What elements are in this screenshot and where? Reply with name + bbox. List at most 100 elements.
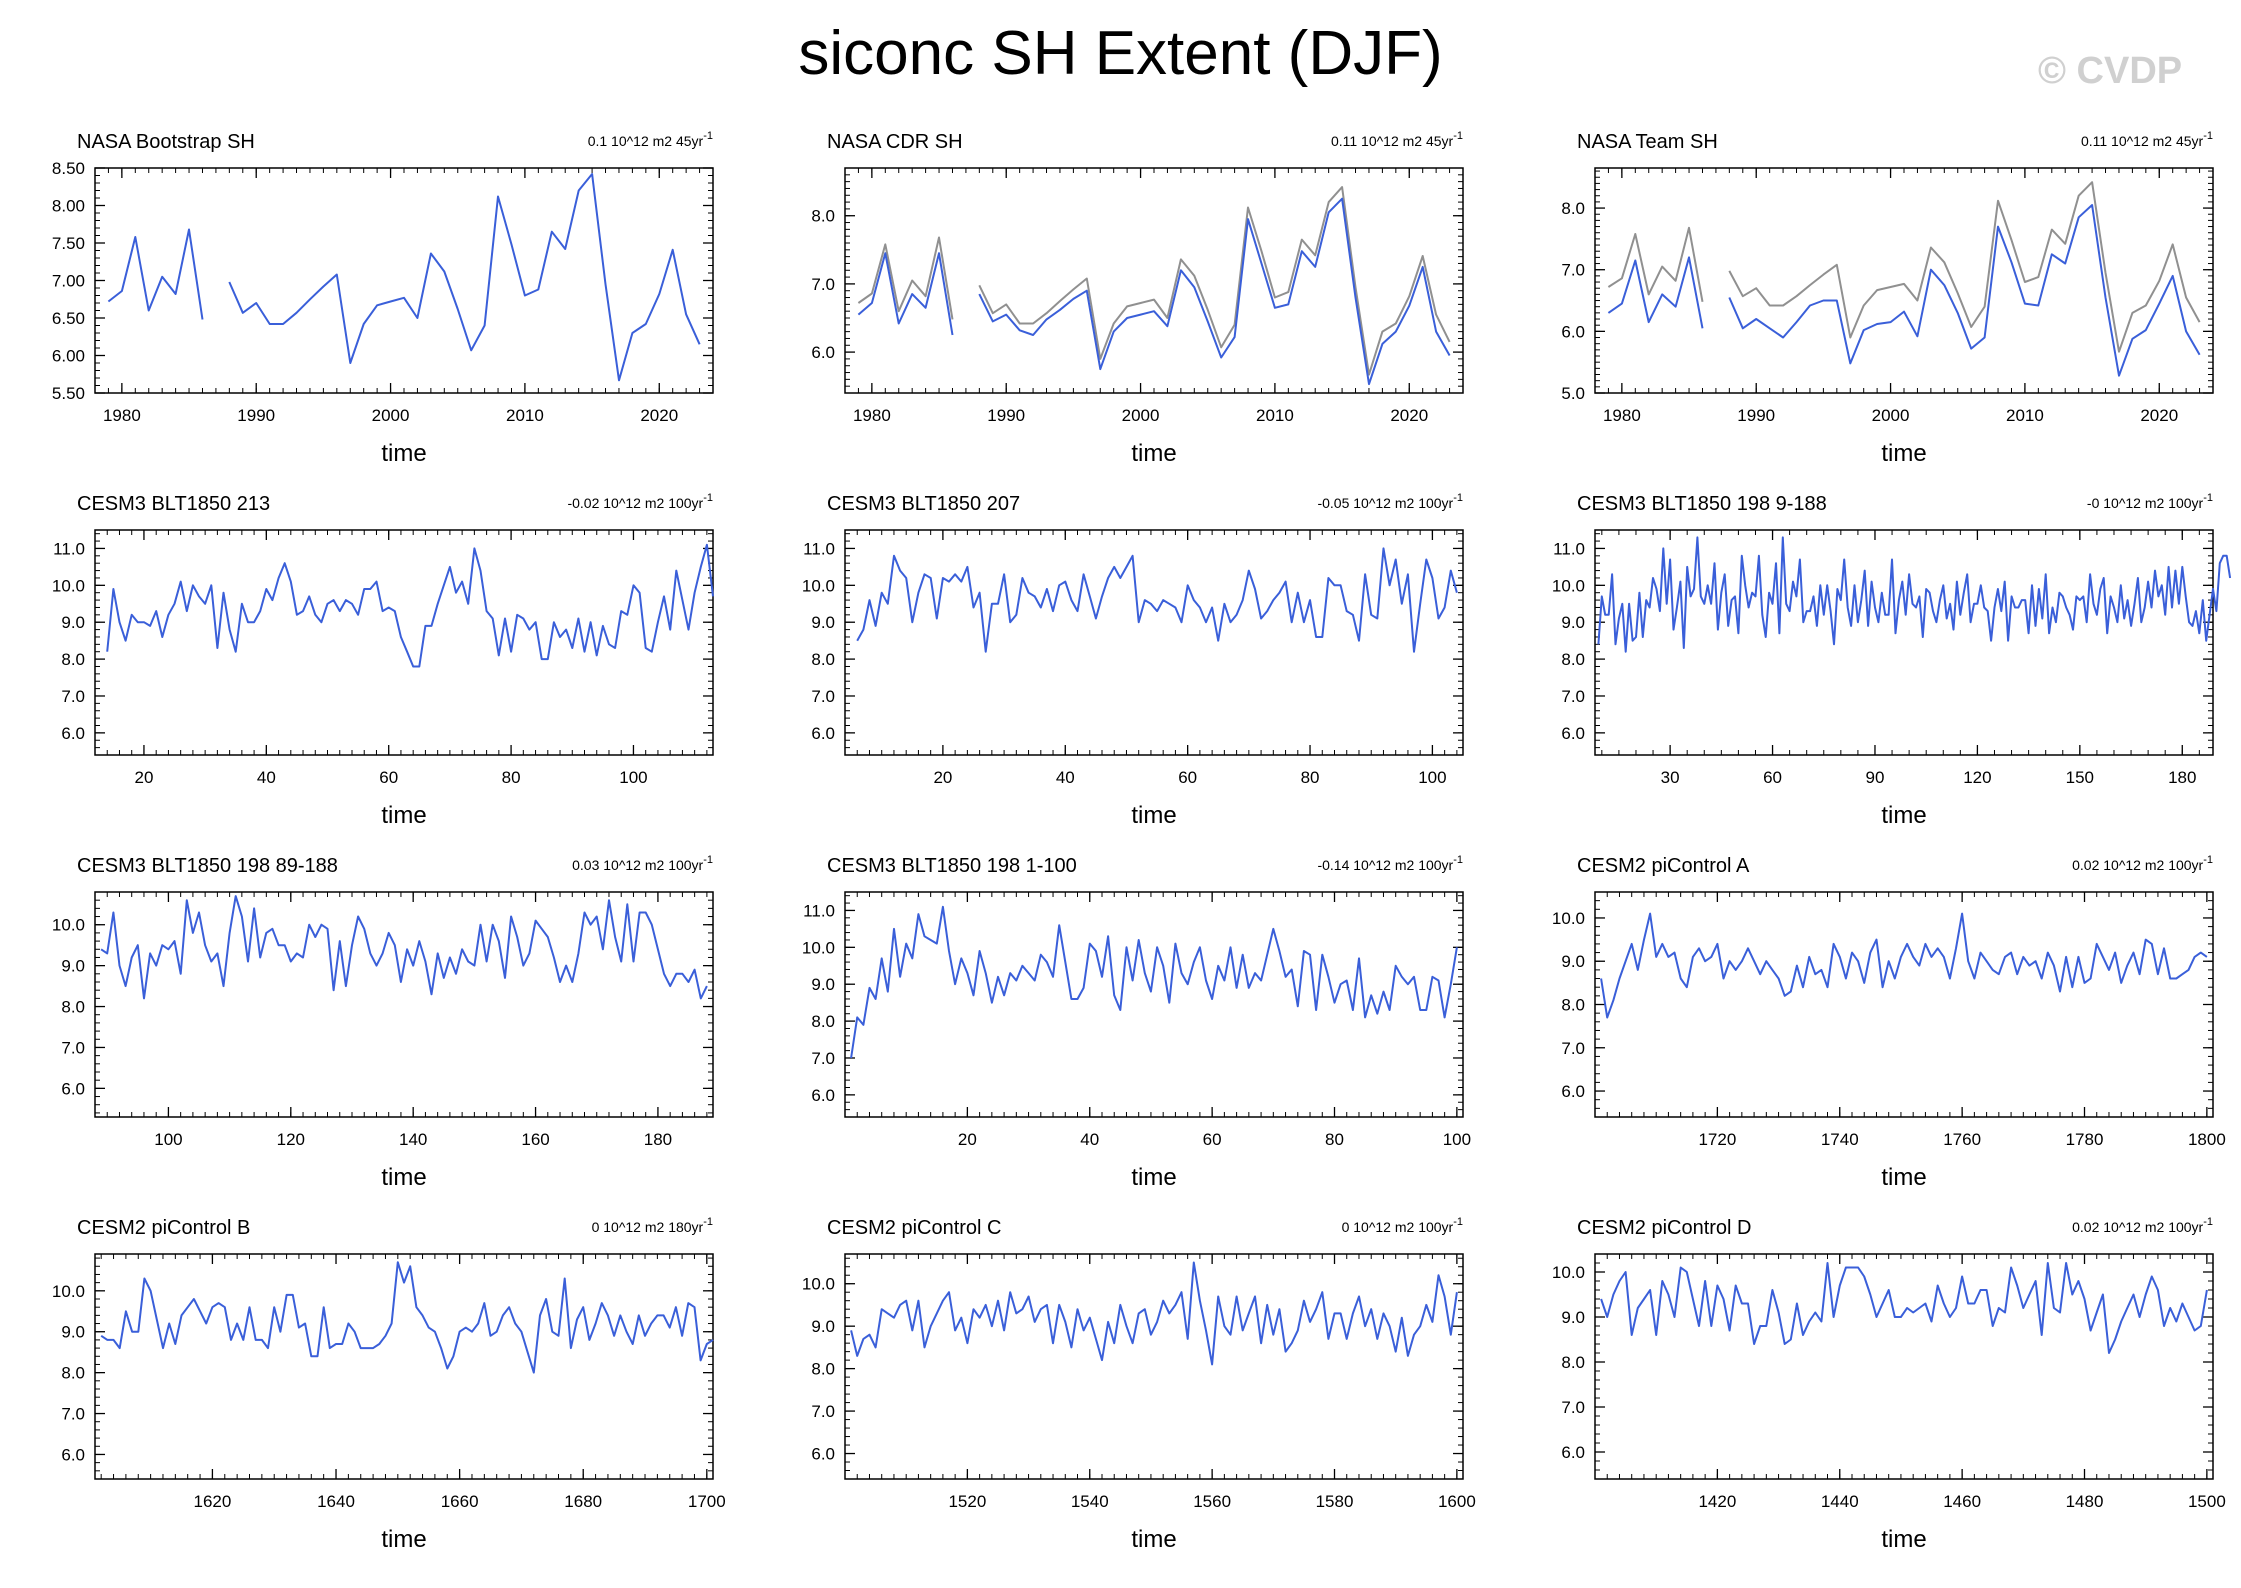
trend-exponent: -1 <box>2203 1216 2213 1228</box>
y-tick-label: 7.0 <box>1561 261 1585 280</box>
x-tick-label: 20 <box>134 768 153 787</box>
y-tick-label: 6.0 <box>61 1445 85 1464</box>
chart-panel-7: CESM3 BLT1850 198 89-188 0.03 10^12 m2 10… <box>52 854 714 1191</box>
trend-exponent: -1 <box>1453 1216 1463 1228</box>
y-tick-label: 7.0 <box>811 1402 835 1421</box>
series-line <box>1607 256 1704 329</box>
cvdp-watermark: © CVDP <box>2038 50 2183 92</box>
trend-label: 0.02 10^12 m2 100yr-1 <box>2072 854 2213 873</box>
x-tick-label: 40 <box>1056 768 1075 787</box>
x-tick-label: 2020 <box>1390 406 1428 425</box>
x-axis-label: time <box>1881 440 1926 467</box>
y-tick-label: 11.0 <box>803 901 835 920</box>
x-tick-label: 1760 <box>1943 1130 1981 1149</box>
x-tick-label: 100 <box>1443 1130 1471 1149</box>
y-tick-label: 11.0 <box>53 539 85 558</box>
trend-label: 0.11 10^12 m2 45yr-1 <box>1331 130 1463 149</box>
x-axis-label: time <box>1131 1526 1176 1553</box>
x-tick-label: 1990 <box>987 406 1025 425</box>
series-line <box>857 252 954 336</box>
y-tick-label: 10.0 <box>802 1275 835 1294</box>
reference-series-line <box>1728 181 2201 353</box>
plot-frame <box>94 167 714 394</box>
panel-title: NASA CDR SH <box>827 131 963 153</box>
trend-label: -0.14 10^12 m2 100yr-1 <box>1317 854 1463 873</box>
y-tick-label: 8.0 <box>811 650 835 669</box>
panel-title: CESM3 BLT1850 213 <box>77 493 270 515</box>
y-tick-label: 6.0 <box>1561 1082 1585 1101</box>
y-tick-label: 9.0 <box>811 613 835 632</box>
trend-label: 0.03 10^12 m2 100yr-1 <box>572 854 713 873</box>
y-tick-label: 9.0 <box>61 957 85 976</box>
x-tick-label: 120 <box>1963 768 1991 787</box>
trend-label: 0 10^12 m2 180yr-1 <box>592 1216 713 1235</box>
plot-frame <box>94 1253 714 1480</box>
trend-exponent: -1 <box>2203 492 2213 504</box>
x-tick-label: 1660 <box>441 1492 479 1511</box>
series-line <box>100 895 708 1000</box>
y-tick-label: 10.0 <box>52 916 85 935</box>
x-tick-label: 90 <box>1866 768 1885 787</box>
y-tick-label: 5.0 <box>1561 384 1585 403</box>
y-tick-label: 9.0 <box>1561 1308 1585 1327</box>
y-tick-label: 8.0 <box>811 1012 835 1031</box>
y-tick-label: 7.50 <box>52 234 85 253</box>
chart-panel-6: CESM3 BLT1850 198 9-188 -0 10^12 m2 100yr… <box>1552 492 2232 829</box>
x-tick-label: 1990 <box>237 406 275 425</box>
x-tick-label: 1980 <box>103 406 141 425</box>
x-tick-label: 1520 <box>948 1492 986 1511</box>
x-tick-label: 60 <box>379 768 398 787</box>
series-line <box>1600 1262 2208 1354</box>
series-line <box>107 228 204 320</box>
trend-exponent: -1 <box>703 854 713 866</box>
y-tick-label: 8.0 <box>1561 996 1585 1015</box>
y-tick-label: 8.00 <box>52 197 85 216</box>
x-tick-label: 2000 <box>372 406 410 425</box>
chart-panel-12: CESM2 piControl D 0.02 10^12 m2 100yr-1 14… <box>1552 1216 2226 1553</box>
x-axis-label: time <box>381 802 426 829</box>
y-tick-label: 9.0 <box>61 613 85 632</box>
plot-frame <box>844 167 1464 394</box>
panel-title: CESM2 piControl D <box>1577 1217 1752 1239</box>
series-line <box>100 1261 714 1374</box>
trend-exponent: -1 <box>1453 492 1463 504</box>
trend-exponent: -1 <box>1453 130 1463 142</box>
x-tick-label: 60 <box>1763 768 1782 787</box>
y-tick-label: 10.0 <box>52 576 85 595</box>
y-tick-label: 9.0 <box>1561 952 1585 971</box>
x-axis-label: time <box>381 1526 426 1553</box>
panel-title: CESM2 piControl B <box>77 1217 250 1239</box>
trend-label: -0.02 10^12 m2 100yr-1 <box>567 492 713 511</box>
trend-exponent: -1 <box>2203 130 2213 142</box>
x-tick-label: 2020 <box>2140 406 2178 425</box>
x-tick-label: 1580 <box>1316 1492 1354 1511</box>
x-tick-label: 60 <box>1203 1130 1222 1149</box>
series-line <box>856 547 1458 653</box>
y-tick-label: 7.0 <box>61 1038 85 1057</box>
x-tick-label: 40 <box>1080 1130 1099 1149</box>
x-tick-label: 100 <box>154 1130 182 1149</box>
chart-panel-5: CESM3 BLT1850 207 -0.05 10^12 m2 100yr-1 2… <box>802 492 1464 829</box>
trend-exponent: -1 <box>703 492 713 504</box>
x-tick-label: 1700 <box>688 1492 726 1511</box>
trend-label: -0.05 10^12 m2 100yr-1 <box>1317 492 1463 511</box>
plot-frame <box>1594 529 2214 756</box>
x-tick-label: 80 <box>502 768 521 787</box>
y-tick-label: 8.50 <box>52 159 85 178</box>
y-tick-label: 7.0 <box>1561 1039 1585 1058</box>
plot-frame <box>1594 1253 2214 1480</box>
chart-panel-3: NASA Team SH 0.11 10^12 m2 45yr-1 1980 1990… <box>1561 130 2214 467</box>
x-tick-label: 60 <box>1178 768 1197 787</box>
x-tick-label: 1500 <box>2188 1492 2226 1511</box>
x-tick-label: 1540 <box>1071 1492 1109 1511</box>
y-tick-label: 9.0 <box>811 1317 835 1336</box>
trend-label: 0.11 10^12 m2 45yr-1 <box>2081 130 2213 149</box>
x-axis-label: time <box>1131 802 1176 829</box>
x-tick-label: 1780 <box>2066 1130 2104 1149</box>
panel-title: CESM2 piControl A <box>1577 855 1750 877</box>
x-tick-label: 2000 <box>1122 406 1160 425</box>
y-tick-label: 10.0 <box>52 1282 85 1301</box>
x-tick-label: 2010 <box>1256 406 1294 425</box>
x-tick-label: 1640 <box>317 1492 355 1511</box>
